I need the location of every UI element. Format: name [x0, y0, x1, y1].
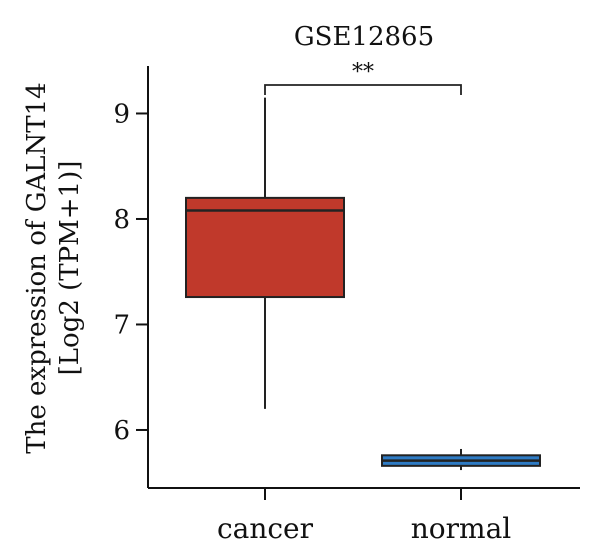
significance-line — [264, 84, 462, 95]
box-body-cancer — [185, 196, 345, 299]
y-tick-label: 6 — [113, 416, 130, 446]
x-tick-label-normal: normal — [411, 512, 512, 545]
y-axis-label: The expression of GALNT14 [Log2 (TPM+1)] — [22, 82, 85, 453]
box-normal — [381, 448, 541, 471]
significance-label: ** — [352, 60, 374, 85]
x-ticks: cancer normal — [217, 488, 511, 545]
y-tick-label: 7 — [113, 310, 130, 340]
boxes — [185, 97, 541, 471]
chart-title: GSE12865 — [294, 22, 434, 52]
box-cancer — [185, 97, 345, 409]
y-tick-label: 9 — [113, 99, 130, 129]
x-tick-label-cancer: cancer — [217, 512, 314, 545]
y-tick-label: 8 — [113, 205, 130, 235]
axes — [147, 66, 580, 489]
y-ticks: 6 7 8 9 — [113, 99, 148, 446]
y-axis-label-line1: The expression of GALNT14 — [22, 82, 52, 453]
y-axis-label-line2: [Log2 (TPM+1)] — [55, 161, 85, 376]
significance-bracket: ** — [264, 60, 462, 95]
